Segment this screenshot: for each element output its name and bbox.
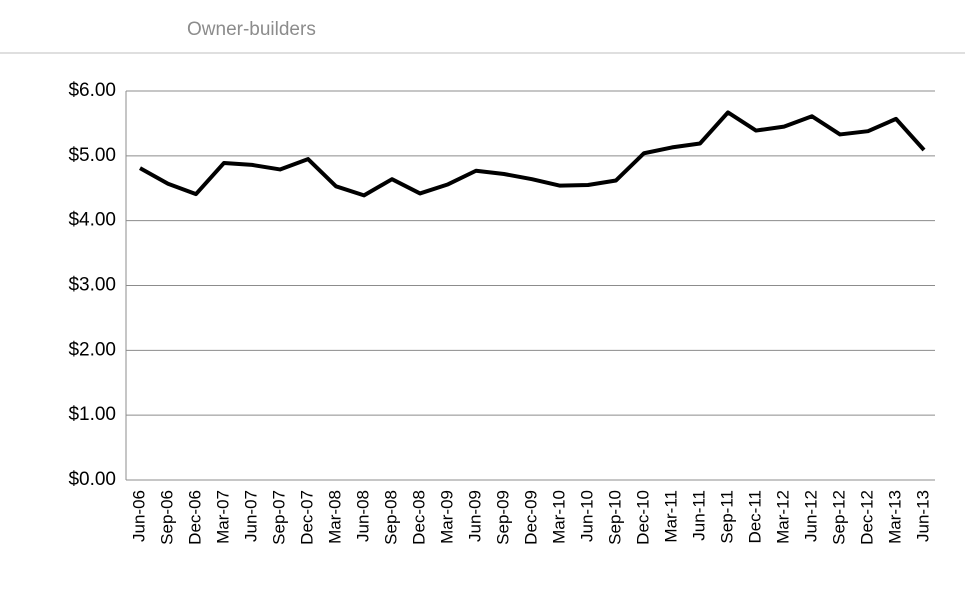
- y-tick-label: $2.00: [68, 339, 116, 360]
- x-tick-label: Jun-10: [577, 490, 596, 542]
- x-tick-label: Mar-13: [885, 490, 904, 544]
- y-tick-label: $0.00: [68, 469, 116, 490]
- x-tick-label: Sep-12: [829, 490, 848, 545]
- x-tick-label: Mar-10: [549, 490, 568, 544]
- x-tick-label: Dec-12: [857, 490, 876, 545]
- x-tick-label: Mar-11: [661, 490, 680, 543]
- x-tick-label: Jun-07: [241, 490, 260, 542]
- x-tick-label: Dec-10: [633, 490, 652, 545]
- chart-title: Owner-builders: [187, 19, 316, 40]
- x-tick-label: Dec-06: [185, 490, 204, 545]
- x-tick-label: Sep-07: [269, 490, 288, 545]
- x-tick-label: Sep-09: [493, 490, 512, 545]
- x-tick-label: Sep-11: [717, 490, 736, 544]
- x-tick-label: Jun-11: [689, 490, 708, 541]
- y-tick-label: $3.00: [68, 275, 116, 296]
- x-tick-label: Jun-06: [129, 490, 148, 542]
- y-tick-label: $4.00: [68, 210, 116, 231]
- x-tick-label: Jun-08: [353, 490, 372, 542]
- x-tick-label: Dec-09: [521, 490, 540, 545]
- x-tick-label: Mar-12: [773, 490, 792, 544]
- x-tick-label: Jun-09: [465, 490, 484, 542]
- x-tick-label: Mar-09: [437, 490, 456, 544]
- x-tick-label: Jun-12: [801, 490, 820, 542]
- y-tick-label: $5.00: [68, 145, 116, 166]
- x-tick-label: Dec-07: [297, 490, 316, 545]
- x-tick-label: Sep-06: [157, 490, 176, 545]
- x-tick-label: Jun-13: [913, 490, 932, 542]
- x-tick-label: Mar-08: [325, 490, 344, 544]
- x-tick-label: Mar-07: [213, 490, 232, 544]
- x-tick-label: Dec-11: [745, 490, 764, 544]
- x-tick-label: Dec-08: [409, 490, 428, 545]
- y-tick-label: $1.00: [68, 404, 116, 425]
- x-tick-label: Sep-10: [605, 490, 624, 545]
- x-tick-label: Sep-08: [381, 490, 400, 545]
- line: [139, 110, 926, 198]
- y-tick-label: $6.00: [68, 80, 116, 101]
